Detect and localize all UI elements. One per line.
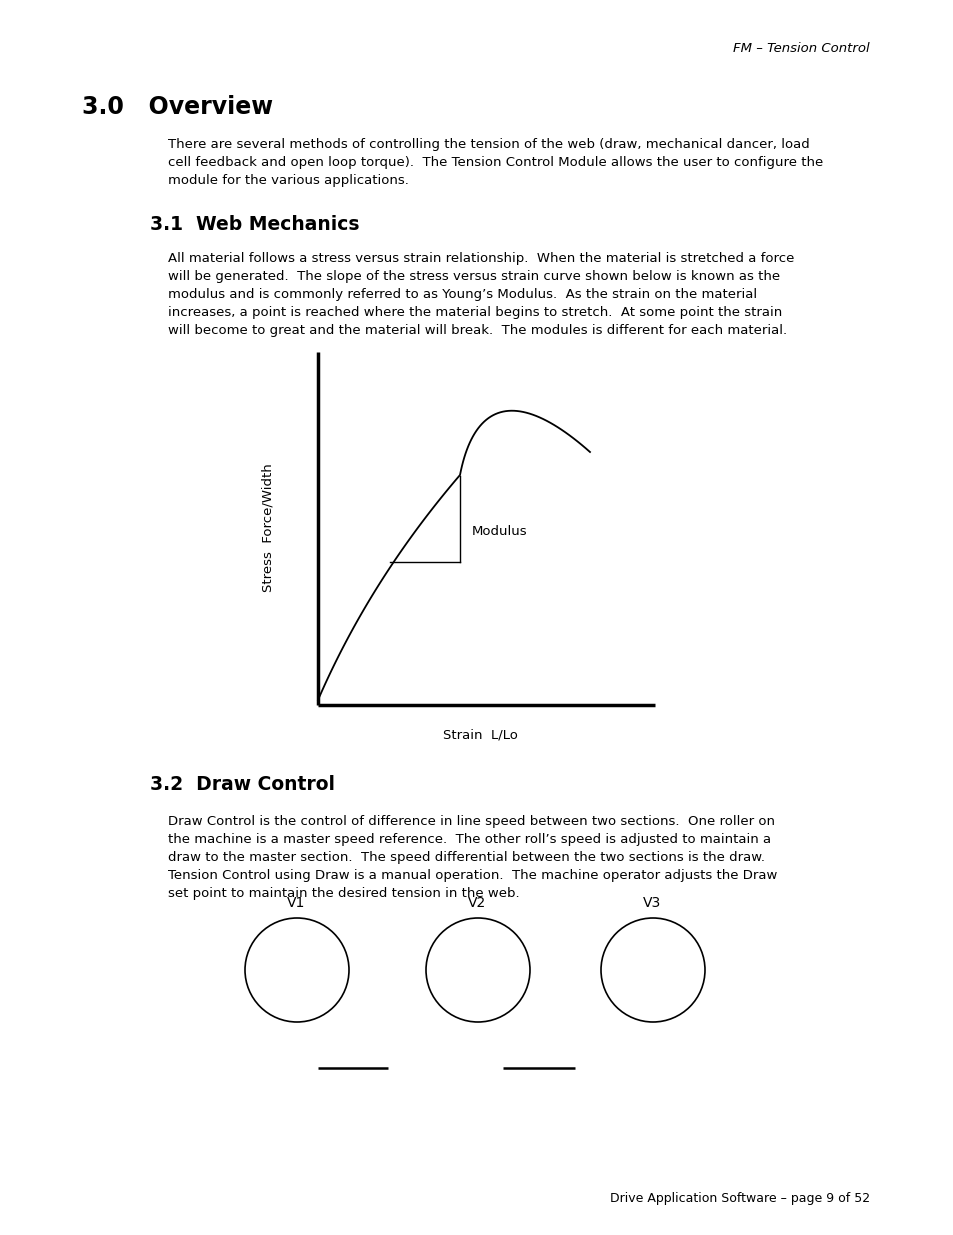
- Text: Draw Control is the control of difference in line speed between two sections.  O: Draw Control is the control of differenc…: [168, 815, 774, 827]
- Text: Strain  L/Lo: Strain L/Lo: [442, 727, 517, 741]
- Text: draw to the master section.  The speed differential between the two sections is : draw to the master section. The speed di…: [168, 851, 764, 864]
- Text: Drive Application Software – page 9 of 52: Drive Application Software – page 9 of 5…: [609, 1192, 869, 1205]
- Text: 3.2  Draw Control: 3.2 Draw Control: [150, 776, 335, 794]
- Text: Stress  Force/Width: Stress Force/Width: [261, 463, 274, 593]
- Text: V2: V2: [468, 897, 486, 910]
- Text: Modulus: Modulus: [472, 525, 527, 538]
- Text: 3.1  Web Mechanics: 3.1 Web Mechanics: [150, 215, 359, 233]
- Text: All material follows a stress versus strain relationship.  When the material is : All material follows a stress versus str…: [168, 252, 794, 266]
- Text: will be generated.  The slope of the stress versus strain curve shown below is k: will be generated. The slope of the stre…: [168, 270, 780, 283]
- Text: the machine is a master speed reference.  The other roll’s speed is adjusted to : the machine is a master speed reference.…: [168, 832, 770, 846]
- Text: Tension Control using Draw is a manual operation.  The machine operator adjusts : Tension Control using Draw is a manual o…: [168, 869, 777, 882]
- Text: increases, a point is reached where the material begins to stretch.  At some poi: increases, a point is reached where the …: [168, 306, 781, 319]
- Text: There are several methods of controlling the tension of the web (draw, mechanica: There are several methods of controlling…: [168, 138, 809, 151]
- Text: will become to great and the material will break.  The modules is different for : will become to great and the material wi…: [168, 324, 786, 337]
- Text: FM – Tension Control: FM – Tension Control: [733, 42, 869, 56]
- Text: 3.0   Overview: 3.0 Overview: [82, 95, 273, 119]
- Text: modulus and is commonly referred to as Young’s Modulus.  As the strain on the ma: modulus and is commonly referred to as Y…: [168, 288, 757, 301]
- Text: module for the various applications.: module for the various applications.: [168, 174, 409, 186]
- Text: set point to maintain the desired tension in the web.: set point to maintain the desired tensio…: [168, 887, 519, 900]
- Text: cell feedback and open loop torque).  The Tension Control Module allows the user: cell feedback and open loop torque). The…: [168, 156, 822, 169]
- Text: V1: V1: [287, 897, 305, 910]
- Text: V3: V3: [642, 897, 660, 910]
